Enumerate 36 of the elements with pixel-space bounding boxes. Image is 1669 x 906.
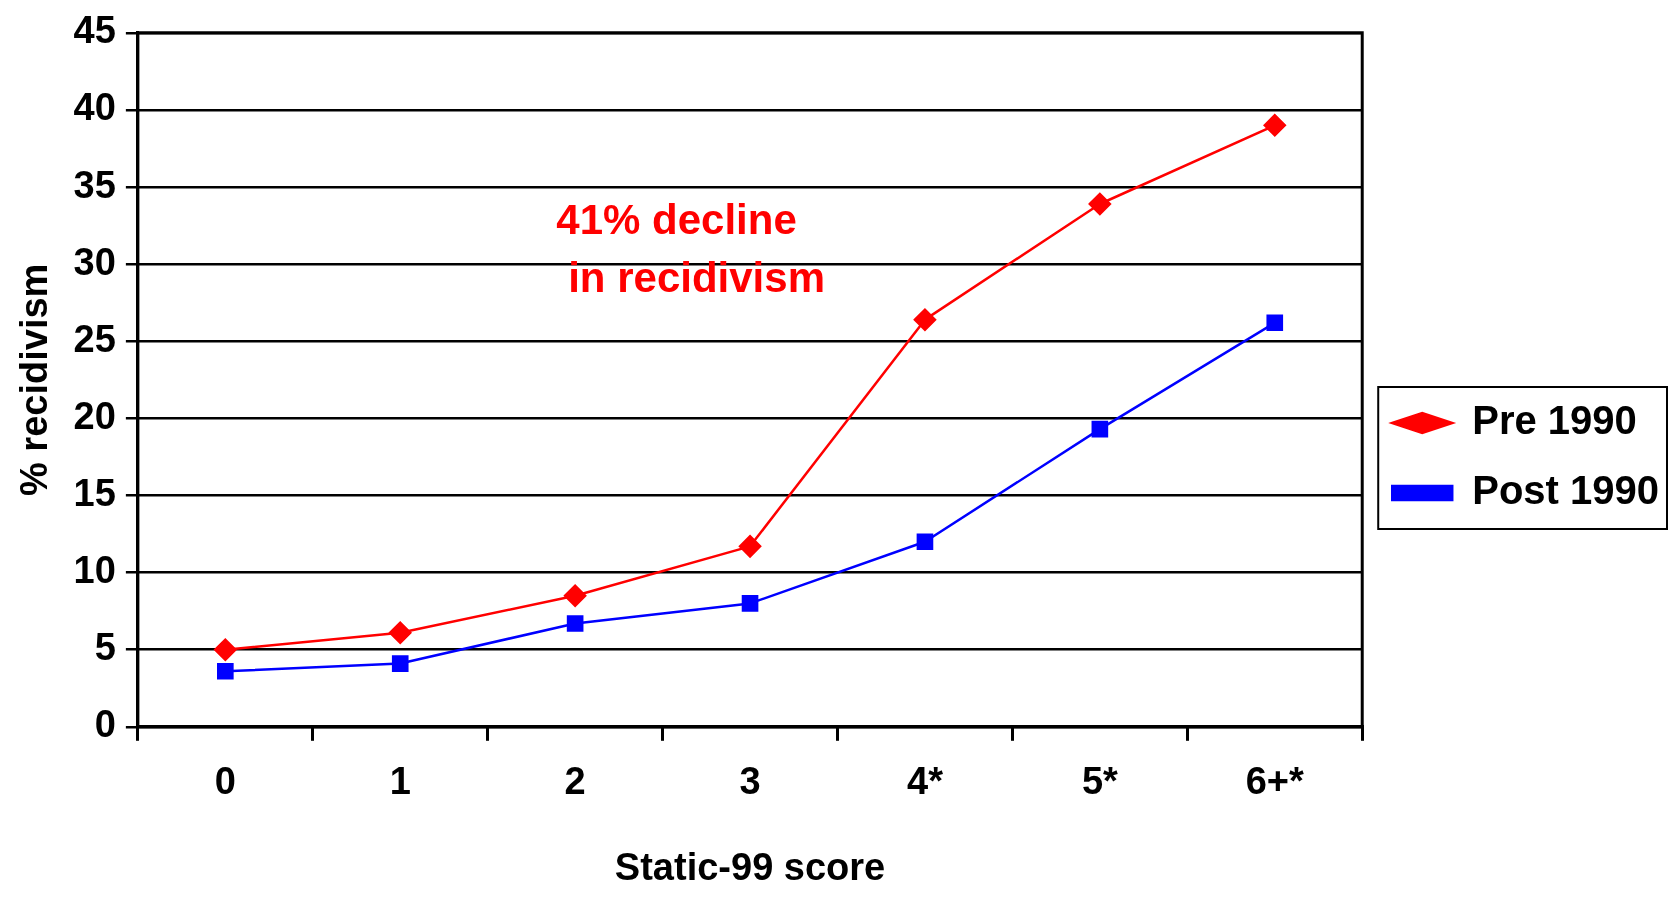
- point: [391, 655, 409, 672]
- y-tick-label: 10: [73, 549, 116, 592]
- point: [1266, 314, 1284, 332]
- y-tick-label: 35: [73, 163, 116, 206]
- y-tick-label: 30: [73, 240, 116, 283]
- y-tick-label: 15: [73, 471, 116, 514]
- point: [1088, 192, 1112, 216]
- point: [738, 535, 762, 558]
- annotation: 41% decline in recidivism: [556, 196, 825, 302]
- point: [913, 308, 937, 331]
- y-tick-label: 40: [73, 86, 116, 129]
- x-axis-title: Static-99 score: [614, 845, 886, 888]
- point: [1091, 420, 1109, 438]
- y-tick-label: 5: [94, 626, 116, 669]
- point: [741, 595, 759, 612]
- legend-label: Post 1990: [1472, 468, 1659, 513]
- point: [1263, 114, 1287, 137]
- y-tick-label: 45: [73, 9, 116, 52]
- x-tick-label: 6+*: [1245, 760, 1305, 803]
- x-tick-label: 0: [214, 760, 236, 803]
- y-tick-label: 20: [73, 394, 116, 437]
- y-tick-label: 0: [94, 703, 116, 746]
- point: [214, 638, 237, 661]
- x-tick-label: 3: [739, 760, 761, 803]
- point: [563, 584, 587, 607]
- point: [388, 621, 412, 644]
- point: [217, 662, 234, 680]
- y-axis-title: % recidivism: [13, 263, 56, 496]
- y-tick-label: 25: [73, 317, 116, 360]
- point: [916, 533, 934, 551]
- point: [566, 615, 584, 632]
- x-tick-label: 4*: [906, 760, 944, 803]
- x-tick-label: 5*: [1081, 760, 1119, 803]
- x-tick-label: 2: [564, 760, 586, 803]
- x-tick-label: 1: [389, 760, 411, 803]
- legend-label: Pre 1990: [1472, 398, 1637, 443]
